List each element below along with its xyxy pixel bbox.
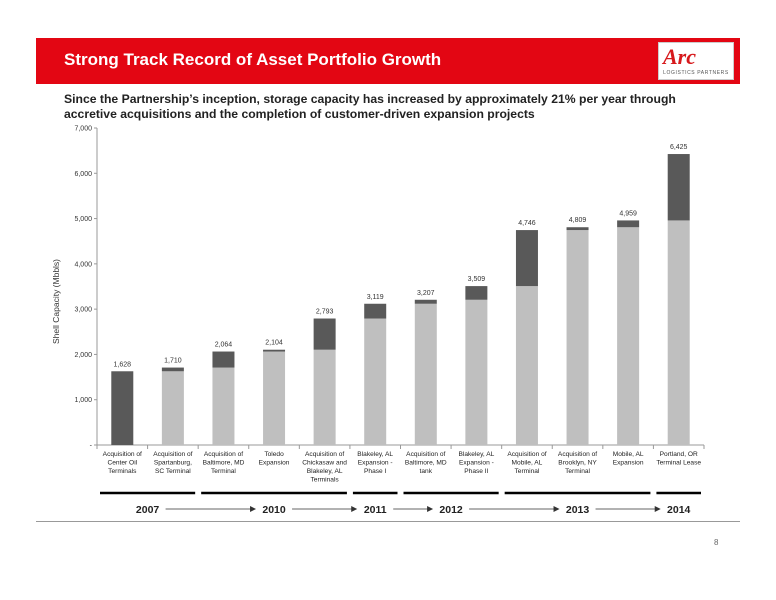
x-category-label: Terminal: [514, 468, 539, 475]
x-category-label: Terminals: [311, 477, 340, 484]
x-category-label: Terminal: [211, 468, 236, 475]
y-tick-label: 6,000: [74, 171, 92, 178]
bar-base: [617, 227, 640, 445]
bar-increment: [364, 303, 387, 319]
x-category-label: tank: [420, 468, 433, 475]
x-category-label: Brooklyn, NY: [558, 460, 597, 467]
bar-total-label: 3,119: [367, 294, 384, 301]
bar-total-label: 2,104: [265, 340, 283, 347]
x-category-label: Blakeley, AL: [458, 451, 494, 458]
year-arrow-head: [553, 506, 560, 512]
bar-total-label: 2,064: [215, 342, 233, 349]
x-category-label: Expansion: [613, 460, 644, 467]
bar-base: [515, 286, 538, 445]
bar-increment: [617, 220, 640, 228]
company-logo: Arc LOGISTICS PARTNERS: [658, 42, 734, 80]
page-number: 8: [714, 538, 719, 547]
bar-total-label: 4,959: [619, 210, 637, 217]
bar-total-label: 1,628: [114, 361, 132, 368]
bar-base: [212, 367, 235, 445]
bar-total-label: 4,746: [518, 220, 536, 227]
x-category-label: Acquisition of: [507, 451, 546, 458]
year-arrow-head: [250, 506, 257, 512]
logo-tagline: LOGISTICS PARTNERS: [663, 70, 729, 76]
y-tick-label: 1,000: [74, 397, 92, 404]
x-category-label: Chickasaw and: [302, 460, 347, 467]
bar-base: [667, 220, 690, 445]
bar-base: [161, 371, 184, 445]
y-tick-label: 2,000: [74, 352, 92, 359]
year-label: 2007: [136, 504, 160, 516]
x-category-label: Toledo: [264, 451, 284, 458]
bar-total-label: 2,793: [316, 309, 334, 316]
x-category-label: Acquisition of: [204, 451, 243, 458]
year-arrow-head: [427, 506, 434, 512]
x-category-label: SC Terminal: [155, 468, 191, 475]
bar-increment: [465, 286, 488, 300]
bar-increment: [566, 227, 589, 231]
bar-total-label: 3,207: [417, 290, 435, 297]
bar-base: [313, 349, 336, 445]
x-category-label: Acquisition of: [103, 451, 142, 458]
footer-divider: [36, 521, 740, 522]
x-category-label: Baltimore, MD: [203, 460, 245, 467]
x-category-label: Phase II: [464, 468, 488, 475]
x-category-label: Expansion -: [358, 460, 393, 467]
x-category-label: Phase I: [364, 468, 387, 475]
bar-increment: [212, 351, 235, 368]
year-label: 2010: [262, 504, 286, 516]
x-category-label: Spartanburg,: [154, 460, 192, 467]
bar-increment: [161, 367, 184, 372]
bar-total-label: 1,710: [164, 358, 182, 365]
x-category-label: Acquisition of: [153, 451, 192, 458]
y-tick-label: -: [90, 443, 93, 450]
bar-total-label: 6,425: [670, 144, 688, 151]
bar-increment: [111, 371, 134, 445]
year-label: 2011: [364, 504, 387, 516]
bar-base: [465, 299, 488, 445]
year-arrow-head: [654, 506, 661, 512]
x-category-label: Baltimore, MD: [405, 460, 447, 467]
x-category-label: Blakeley, AL: [357, 451, 393, 458]
x-category-label: Acquisition of: [406, 451, 445, 458]
x-category-label: Terminal Lease: [656, 460, 701, 467]
x-category-label: Expansion -: [459, 460, 494, 467]
bar-increment: [515, 230, 538, 287]
y-tick-label: 7,000: [74, 126, 92, 133]
y-tick-label: 4,000: [74, 261, 92, 268]
y-tick-label: 5,000: [74, 216, 92, 223]
year-label: 2012: [439, 504, 463, 516]
x-category-label: Portland, OR: [660, 451, 698, 458]
x-category-label: Center Oil: [107, 460, 137, 467]
x-category-label: Expansion: [259, 460, 290, 467]
bar-base: [263, 351, 286, 445]
bar-total-label: 4,809: [569, 217, 587, 224]
y-tick-label: 3,000: [74, 307, 92, 314]
x-category-label: Mobile, AL: [613, 451, 644, 458]
year-label: 2013: [566, 504, 590, 516]
x-category-label: Acquisition of: [305, 451, 344, 458]
x-category-label: Terminals: [108, 468, 137, 475]
x-category-label: Terminal: [565, 468, 590, 475]
bar-increment: [313, 318, 336, 350]
x-category-label: Acquisition of: [558, 451, 597, 458]
page-title: Strong Track Record of Asset Portfolio G…: [64, 50, 442, 69]
bar-base: [364, 318, 387, 445]
x-category-label: Mobile, AL: [512, 460, 543, 467]
y-axis-title: Shell Capacity (Mbbls): [51, 259, 61, 344]
title-banner: Strong Track Record of Asset Portfolio G…: [36, 38, 740, 84]
year-label: 2014: [667, 504, 691, 516]
bar-base: [566, 230, 589, 445]
bar-increment: [414, 299, 437, 304]
bar-total-label: 3,509: [468, 276, 486, 283]
page-subtitle: Since the Partnership’s inception, stora…: [64, 92, 676, 121]
bar-increment: [667, 154, 690, 221]
logo-mark: Arc: [663, 44, 696, 69]
year-arrow-head: [351, 506, 358, 512]
x-category-label: Blakeley, AL: [307, 468, 343, 475]
bar-base: [414, 303, 437, 445]
bar-increment: [263, 349, 286, 352]
